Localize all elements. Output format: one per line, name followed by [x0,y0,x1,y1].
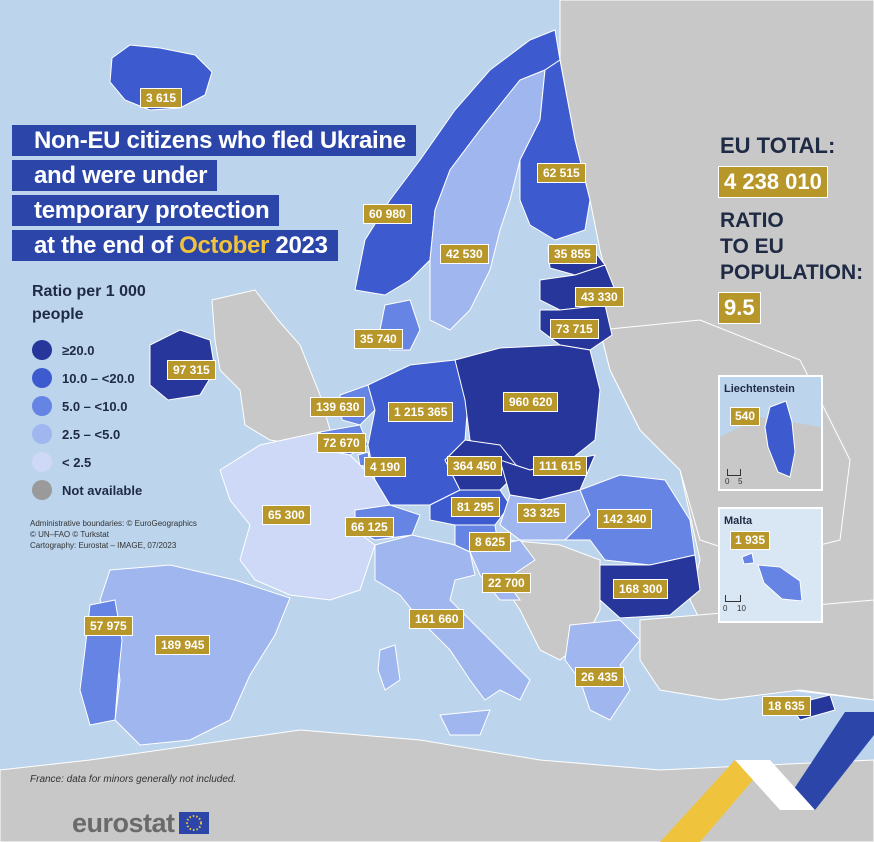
label-poland: 960 620 [503,392,559,412]
footnote: France: data for minors generally not in… [30,774,237,785]
eu-flag-icon [178,812,209,834]
legend-title-2: people [32,306,84,323]
germany-shape [367,359,471,506]
legend-swatch-icon [32,452,52,472]
title-line-3: temporary protection [12,195,280,226]
liechtenstein-scale-0: 0 [725,477,730,486]
inset-liechtenstein-value: 540 [730,407,761,426]
label-romania: 142 340 [597,509,653,529]
turkey-land [639,599,874,701]
label-luxembourg: 4 190 [364,457,407,477]
title-line-4-prefix: at the end of [34,232,180,259]
title-line-4-suffix: 2023 [269,232,328,259]
legend-label: 2.5 – <5.0 [62,426,121,442]
label-spain: 189 945 [155,635,211,655]
eu-total-label: EU TOTAL: [720,133,836,158]
label-bulgaria: 168 300 [613,579,669,599]
legend-item: 10.0 – <20.0 [32,367,135,389]
ratio-value: 9.5 [718,292,761,324]
label-lithuania: 73 715 [550,319,599,339]
iceland-shape [109,44,213,111]
label-czechia: 364 450 [447,456,503,476]
ratio-label-1: RATIO [720,209,784,232]
title-line-2: and were under [12,160,218,191]
inset-liechtenstein-title: Liechtenstein [724,383,795,395]
label-italy: 161 660 [409,609,465,629]
label-france: 65 300 [262,505,311,525]
legend-item: Not available [32,479,142,501]
inset-malta-title: Malta [724,515,753,527]
legend-label: ≥20.0 [62,342,95,358]
label-sweden: 42 530 [440,244,489,264]
legend-swatch-icon [32,368,52,388]
legend-swatch-icon [32,340,52,360]
credits-line-1: Administrative boundaries: © EuroGeograp… [30,519,197,528]
logo-text: eurostat [72,807,175,838]
legend-label: 5.0 – <10.0 [62,398,128,414]
eu-total-value: 4 238 010 [718,166,828,198]
credits-line-2: © UN–FAO © Turkstat [30,530,109,539]
label-iceland: 3 615 [140,88,183,108]
label-finland: 62 515 [537,163,586,183]
inset-liechtenstein: Liechtenstein 540 0 5 [718,375,823,491]
legend-label: < 2.5 [62,454,92,470]
legend-swatch-icon [32,396,52,416]
legend-item: < 2.5 [32,451,91,473]
label-croatia: 22 700 [482,573,531,593]
liechtenstein-scale-bar [727,469,741,476]
legend-item: 5.0 – <10.0 [32,395,127,417]
inset-malta: Malta 1 935 0 10 [718,507,823,623]
label-estonia: 35 855 [548,244,597,264]
label-austria: 81 295 [451,497,500,517]
legend-item: 2.5 – <5.0 [32,423,120,445]
legend-label: Not available [62,482,143,498]
label-hungary: 33 325 [517,503,566,523]
title-line-4-accent: October [179,232,270,259]
label-cyprus: 18 635 [762,696,811,716]
malta-map [720,509,821,621]
legend-swatch-icon [32,424,52,444]
label-norway: 60 980 [363,204,412,224]
label-denmark: 35 740 [354,329,403,349]
legend-swatch-icon [32,480,52,500]
label-slovenia: 8 625 [469,532,512,552]
ratio-label-2: TO EU [720,235,784,258]
label-netherlands: 139 630 [310,397,366,417]
malta-scale-bar [725,595,741,602]
sardinia-shape [377,644,401,691]
chevron-white [735,760,815,810]
sicily-shape [439,709,491,736]
title-line-4: at the end of October 2023 [12,230,338,261]
malta-scale-1: 10 [737,604,746,613]
label-ireland: 97 315 [167,360,216,380]
ratio-label-3: POPULATION: [720,261,864,284]
legend-label: 10.0 – <20.0 [62,370,135,386]
title-line-1: Non-EU citizens who fled Ukraine [12,125,416,156]
liechtenstein-scale-1: 5 [738,477,743,486]
eurostat-logo: eurostat [72,808,209,838]
legend-item: ≥20.0 [32,339,94,361]
legend-title-1: Ratio per 1 000 [32,283,146,300]
finland-shape [519,59,591,241]
label-belgium: 72 670 [317,433,366,453]
label-greece: 26 435 [575,667,624,687]
label-slovakia: 111 615 [533,456,588,476]
label-germany: 1 215 365 [388,402,454,422]
label-switzerland: 66 125 [345,517,394,537]
credits-line-3: Cartography: Eurostat – IMAGE, 07/2023 [30,541,177,550]
liechtenstein-map [720,377,821,489]
label-portugal: 57 975 [84,616,133,636]
malta-scale-0: 0 [723,604,728,613]
chevron-gold [660,760,770,842]
inset-malta-value: 1 935 [730,531,771,550]
label-latvia: 43 330 [575,287,624,307]
chevron-blue [780,712,874,810]
